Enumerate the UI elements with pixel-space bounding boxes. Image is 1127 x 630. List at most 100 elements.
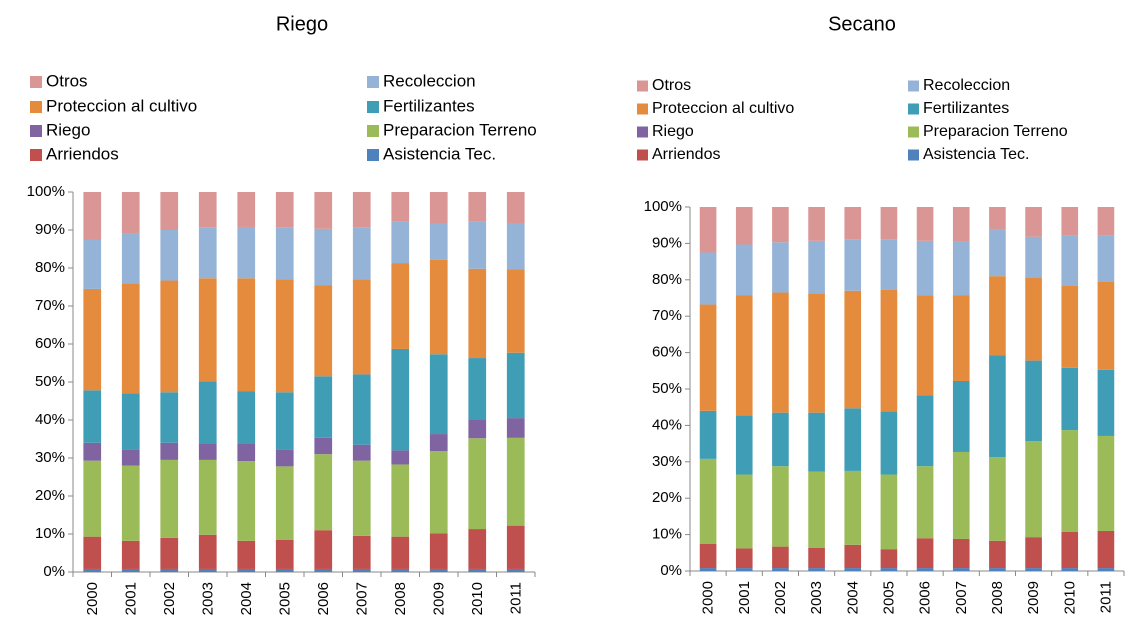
bar-segment [314,285,333,377]
legend-swatch [367,125,379,137]
bar-segment [772,242,789,293]
bar-segment [844,239,862,291]
bar-segment [808,547,825,569]
bar-segment [989,229,1006,277]
bar-segment [275,279,294,393]
chart-title: Secano [828,13,896,35]
bar-segment [160,568,179,572]
bar-segment [880,411,898,475]
bar-segment [1097,530,1115,569]
bar-segment [952,241,970,296]
bar-segment [121,283,140,394]
bar-segment [198,568,217,572]
bar-segment [314,437,333,455]
bar-segment [506,352,525,419]
x-tick-label: 2010 [1061,581,1078,614]
x-tick-label: 2007 [353,582,370,615]
bar-segment [699,410,717,459]
bar-segment [506,418,525,438]
bar-segment [1061,531,1079,569]
bar-segment [352,227,371,280]
bar-segment [808,568,825,571]
x-tick-label: 2002 [161,582,178,615]
bar-segment [391,464,410,537]
y-tick-label: 10% [35,525,65,542]
bar-segment [121,192,140,234]
legend-label: Recoleccion [383,71,476,90]
legend-label: Recoleccion [923,77,1010,94]
bar-segment [198,534,217,569]
y-tick-label: 80% [652,271,682,288]
bar-segment [237,568,256,572]
x-tick-label: 2006 [315,582,332,615]
x-tick-label: 2005 [276,582,293,615]
y-tick-label: 10% [652,526,682,543]
legend-swatch [367,101,379,113]
bar-segment [314,228,333,286]
bar-segment [237,443,256,462]
bar-segment [237,540,256,569]
bar-segment [275,392,294,450]
bar-segment [121,393,140,450]
bar-segment [275,539,294,569]
bar-segment [1061,430,1079,532]
bar-segment [952,380,970,452]
legend-swatch [30,125,42,137]
bar-segment [808,207,825,241]
bar-segment [352,374,371,445]
bar-segment [699,207,717,253]
bar-segment [160,280,179,393]
bar-segment [468,568,487,572]
legend-swatch [637,80,648,92]
bar-segment [735,415,753,475]
x-tick-label: 2008 [392,582,409,615]
legend-swatch [637,149,648,161]
bar-segment [699,458,717,544]
bar-segment [844,568,862,571]
x-tick-label: 2006 [917,581,934,614]
bar-segment [83,460,102,537]
x-tick-label: 2001 [122,582,139,615]
bar-segment [391,221,410,264]
legend-label: Fertilizantes [923,100,1009,117]
bar-segment [880,289,898,412]
bar-segment [880,474,898,550]
bar-segment [83,442,102,461]
legend-label: Fertilizantes [383,96,475,115]
bar-segment [468,268,487,359]
bar-segment [121,465,140,541]
y-tick-label: 70% [35,297,65,314]
bar-segment [1025,277,1042,361]
bar-segment [844,207,862,240]
legend-swatch [367,76,379,88]
x-tick-label: 2004 [844,581,861,614]
bar-segment [772,412,789,467]
x-tick-label: 2011 [507,582,524,614]
x-tick-label: 2003 [199,582,216,615]
bar-segment [916,568,934,571]
x-tick-label: 2005 [880,581,897,614]
legend-swatch [908,103,919,115]
bar-segment [121,233,140,284]
bar-segment [772,207,789,243]
x-tick-label: 2011 [1097,581,1114,613]
bar-segment [1097,435,1115,531]
bar-segment [275,466,294,540]
bar-segment [1097,369,1115,436]
y-tick-label: 50% [652,380,682,397]
bar-segment [989,276,1006,356]
bar-segment [1025,207,1042,237]
x-tick-label: 2000 [700,581,717,614]
bar-segment [844,544,862,569]
bar-segment [391,192,410,222]
bar-segment [275,227,294,280]
bar-segment [352,460,371,536]
bar-segment [391,568,410,572]
y-tick-label: 20% [652,489,682,506]
bar-segment [989,568,1006,571]
bar-segment [808,412,825,472]
bar-segment [468,420,487,439]
bar-segment [952,568,970,571]
bar-segment [160,442,179,460]
bar-segment [699,543,717,569]
